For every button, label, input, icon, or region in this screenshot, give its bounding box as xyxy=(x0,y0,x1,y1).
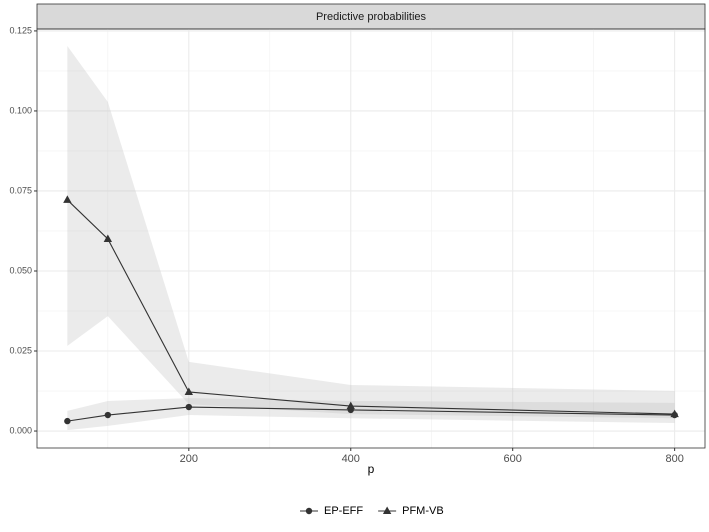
marker xyxy=(104,411,112,419)
y-tick-label: 0.075 xyxy=(9,185,32,195)
x-axis-title: p xyxy=(368,462,375,476)
legend-label: PFM-VB xyxy=(402,505,444,517)
y-tick-label: 0.000 xyxy=(9,425,32,435)
legend: EP-EFF PFM-VB xyxy=(300,505,444,517)
y-tick-label: 0.125 xyxy=(9,25,32,35)
x-tick-label: 200 xyxy=(180,453,198,465)
marker xyxy=(346,401,355,410)
y-tick-label: 0.100 xyxy=(9,105,32,115)
marker xyxy=(670,409,679,418)
ribbon xyxy=(67,45,675,419)
panel-border xyxy=(36,28,706,449)
marker xyxy=(184,387,194,395)
marker xyxy=(63,195,72,203)
marker xyxy=(64,417,71,425)
x-tick-label: 600 xyxy=(504,453,522,465)
y-tick-label: 0.050 xyxy=(9,265,32,275)
x-tick-label: 800 xyxy=(665,453,683,465)
marker xyxy=(305,507,313,515)
legend-label: EP-EFF xyxy=(324,505,363,517)
y-tick-label: 0.025 xyxy=(9,345,32,355)
ribbon xyxy=(67,398,675,431)
marker xyxy=(103,234,113,242)
marker xyxy=(382,506,392,514)
chart-title: Predictive probabilities xyxy=(316,11,427,23)
x-tick-label: 400 xyxy=(342,453,360,465)
marker xyxy=(185,403,193,411)
strip xyxy=(36,3,706,30)
